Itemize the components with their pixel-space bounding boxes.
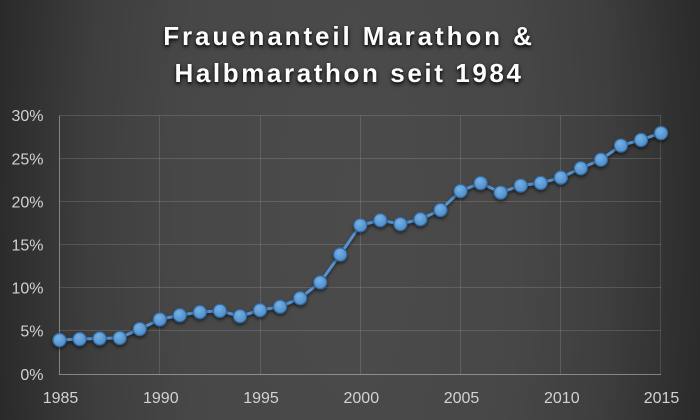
svg-text:10%: 10% — [11, 281, 43, 298]
svg-text:2005: 2005 — [444, 390, 480, 407]
svg-text:1995: 1995 — [243, 390, 279, 407]
svg-text:15%: 15% — [11, 238, 43, 255]
svg-text:2010: 2010 — [544, 390, 580, 407]
svg-text:0%: 0% — [20, 367, 43, 384]
svg-text:5%: 5% — [20, 324, 43, 341]
svg-text:20%: 20% — [11, 194, 43, 211]
svg-text:1985: 1985 — [43, 390, 79, 407]
svg-text:2000: 2000 — [344, 390, 380, 407]
svg-text:1990: 1990 — [143, 390, 179, 407]
svg-text:30%: 30% — [11, 108, 43, 125]
svg-text:2015: 2015 — [644, 390, 680, 407]
svg-text:25%: 25% — [11, 151, 43, 168]
